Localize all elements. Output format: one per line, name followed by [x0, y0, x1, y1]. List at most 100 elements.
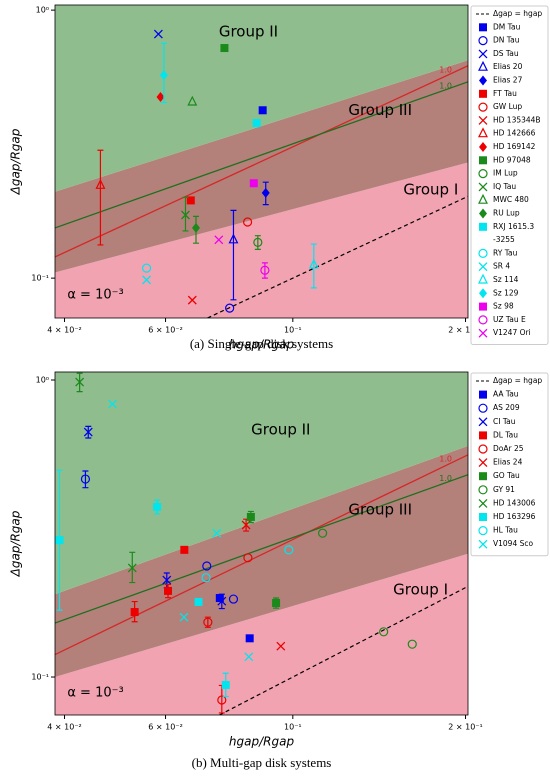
marker [253, 237, 263, 247]
marker [478, 248, 488, 258]
marker [479, 390, 487, 399]
marker [186, 196, 195, 205]
error-bar [97, 149, 104, 246]
x-axis-label: hgap/Rgap [229, 735, 295, 749]
marker [478, 539, 488, 549]
marker [478, 525, 488, 536]
marker [478, 328, 488, 338]
legend-label: DoAr 25 [493, 444, 524, 453]
marker [153, 502, 162, 511]
model-line [55, 81, 468, 229]
annotation: Group III [348, 101, 412, 119]
marker [308, 258, 319, 269]
legend-label: Elias 27 [493, 76, 523, 85]
annotation: Group II [251, 420, 310, 438]
y-axis-label: Δgap/Rgap [9, 510, 23, 577]
x-tick-label: 4 × 10⁻² [47, 723, 82, 732]
legend-label: IM Lup [493, 169, 518, 178]
annotation: Group II [219, 23, 278, 41]
x-tick-label: 6 × 10⁻² [148, 326, 183, 335]
legend-label: DM Tau [493, 22, 521, 31]
marker [478, 127, 488, 138]
marker [479, 142, 487, 152]
legend-label: HL Tau [493, 526, 518, 535]
marker [217, 596, 227, 606]
marker [201, 573, 211, 583]
marker [479, 89, 487, 98]
marker [214, 235, 224, 245]
line-label: 1.0 [439, 474, 452, 483]
marker [260, 265, 270, 275]
x-tick-label: 2 × 10⁻¹ [448, 326, 483, 335]
marker [108, 399, 117, 409]
marker [180, 545, 189, 554]
error-bar [230, 209, 237, 301]
legend-label: DL Tau [493, 430, 518, 439]
legend-label: Elias 20 [493, 62, 523, 71]
marker [258, 106, 267, 115]
marker [479, 222, 487, 231]
marker [221, 681, 230, 690]
line-label: 1.0 [439, 81, 452, 90]
legend-label: MWC 480 [493, 195, 529, 204]
annotation: Group I [403, 181, 458, 199]
legend-label: DS Tau [493, 49, 519, 58]
marker [127, 563, 137, 573]
marker [242, 217, 253, 227]
marker [479, 288, 487, 299]
marker [159, 70, 168, 81]
marker [187, 295, 197, 305]
marker [217, 695, 227, 705]
region-group-i [55, 553, 468, 715]
marker [479, 513, 487, 521]
legend-label: Δgap = hgap [493, 376, 542, 385]
legend-label: HD 143006 [493, 498, 536, 507]
identity-line [207, 195, 468, 318]
marker [478, 182, 488, 192]
legend-label: Sz 129 [493, 288, 519, 297]
x-tick-label: 4 × 10⁻² [47, 326, 82, 335]
marker [478, 60, 488, 71]
legend-label: RY Tau [493, 248, 518, 257]
marker [479, 208, 487, 219]
marker [156, 92, 165, 103]
marker [215, 594, 224, 603]
legend-label: V1247 Ori [493, 328, 531, 337]
legend-label: HD 97048 [493, 155, 531, 164]
marker [83, 427, 93, 437]
marker [203, 617, 213, 627]
legend-label: GY 91 [493, 485, 515, 494]
annotation: Group III [348, 501, 412, 519]
legend-label: HD 135344B [493, 115, 541, 124]
marker [478, 193, 488, 204]
legend-label: GW Lup [493, 102, 522, 111]
marker [246, 512, 255, 521]
x-tick-label: 6 × 10⁻² [148, 723, 183, 732]
marker [130, 608, 139, 617]
marker [407, 639, 417, 649]
legend-label: V1094 Sco [493, 539, 533, 548]
legend-label: HD 169142 [493, 142, 536, 151]
x-axis-label: hgap/Rgap [229, 338, 295, 352]
legend-label: IQ Tau [493, 182, 516, 191]
marker [261, 187, 270, 198]
legend-label: Elias 24 [493, 458, 523, 467]
plot-area [55, 372, 468, 715]
y-tick-label: 10⁰ [36, 6, 49, 15]
marker [478, 262, 488, 272]
error-bar [310, 243, 317, 289]
model-line [55, 454, 468, 656]
legend-box [470, 372, 549, 557]
legend-label: Sz 114 [493, 275, 519, 284]
marker [276, 641, 286, 651]
marker [479, 431, 487, 440]
legend-label: RXJ 1615.3 -3255 [493, 222, 534, 244]
marker [252, 119, 261, 128]
legend-label: GO Tau [493, 471, 520, 480]
plot-area [55, 5, 468, 318]
line-label: 1.0 [439, 454, 452, 463]
marker [55, 536, 64, 545]
marker [272, 599, 281, 608]
legend-label: AA Tau [493, 390, 519, 399]
